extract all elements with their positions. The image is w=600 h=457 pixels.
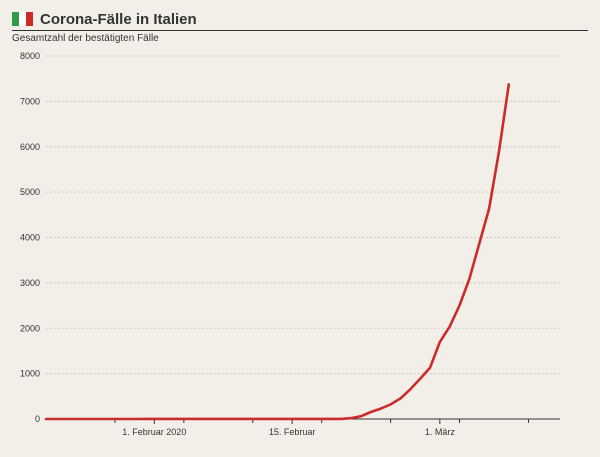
flag-stripe-red [26, 12, 33, 26]
y-tick-label: 3000 [20, 278, 40, 288]
flag-stripe-green [12, 12, 19, 26]
y-tick-label: 5000 [20, 187, 40, 197]
chart-title: Corona-Fälle in Italien [40, 10, 197, 28]
y-tick-label: 1000 [20, 369, 40, 379]
y-tick-label: 8000 [20, 51, 40, 61]
y-tick-label: 0 [35, 414, 40, 424]
y-tick-label: 2000 [20, 323, 40, 333]
x-tick-label: 15. Februar [269, 427, 316, 437]
x-tick-label: 1. März [425, 427, 456, 437]
y-tick-label: 7000 [20, 96, 40, 106]
series-line [44, 83, 511, 421]
flag-stripe-white [19, 12, 26, 26]
header-divider [12, 30, 588, 31]
y-tick-label: 6000 [20, 142, 40, 152]
italy-flag-icon [12, 12, 33, 26]
y-tick-label: 4000 [20, 233, 40, 243]
x-tick-label: 1. Februar 2020 [122, 427, 186, 437]
chart-header: Corona-Fälle in Italien [12, 8, 588, 30]
chart-subtitle: Gesamtzahl der bestätigten Fälle [12, 33, 159, 44]
